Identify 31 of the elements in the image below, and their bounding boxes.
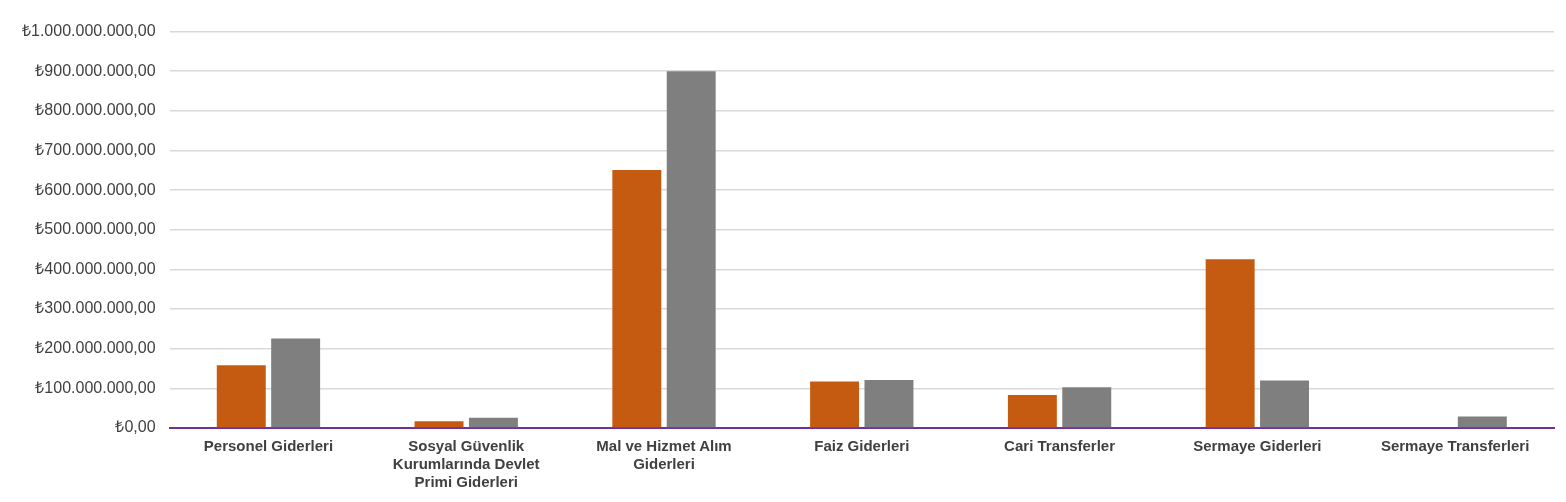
x-tick-label: Sermaye Giderleri	[1193, 437, 1322, 455]
bar	[612, 169, 662, 428]
bar	[864, 380, 914, 428]
y-tick-label: ₺300.000.000,00	[35, 299, 156, 317]
bar	[271, 338, 321, 428]
y-tick-label: ₺100.000.000,00	[35, 378, 156, 396]
y-tick-label: ₺200.000.000,00	[35, 339, 156, 357]
x-tick-label: Mal ve Hizmet Alım Giderleri	[596, 437, 732, 473]
y-tick-label: ₺500.000.000,00	[35, 220, 156, 238]
x-tick-label: Personel Giderleri	[203, 437, 334, 455]
bar	[666, 71, 716, 428]
x-tick-label: Sosyal Güvenlik Kurumlarında Devlet Primi Giderleri	[392, 437, 540, 491]
bar	[1205, 259, 1255, 428]
bar	[414, 421, 464, 428]
bar	[810, 381, 860, 428]
y-tick-label: ₺800.000.000,00	[35, 101, 156, 119]
bar	[1457, 416, 1507, 428]
y-tick-label: ₺400.000.000,00	[35, 259, 156, 277]
y-tick-label: ₺600.000.000,00	[35, 180, 156, 198]
x-tick-label: Cari Transferler	[1004, 437, 1116, 455]
bar	[1007, 395, 1057, 428]
y-tick-label: ₺900.000.000,00	[35, 61, 156, 79]
y-tick-label: ₺700.000.000,00	[35, 140, 156, 158]
x-tick-label: Sermaye Transferleri	[1380, 437, 1530, 455]
bar	[216, 365, 266, 428]
y-tick-label: ₺0,00	[115, 418, 156, 436]
x-tick-label: Faiz Giderleri	[814, 437, 910, 455]
bar	[468, 417, 518, 428]
bar	[1062, 387, 1112, 428]
bar	[1260, 380, 1309, 428]
y-tick-label: ₺1.000.000.000,00	[22, 22, 156, 40]
